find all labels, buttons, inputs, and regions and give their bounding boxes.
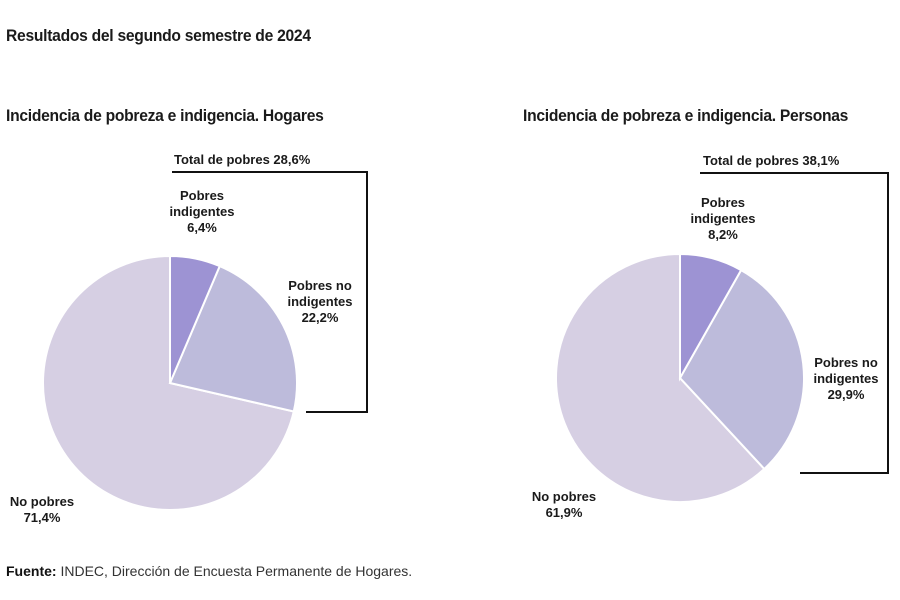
pie-hogares — [42, 254, 298, 511]
label-pobres-no-indigentes-personas: Pobres no indigentes 29,9% — [813, 355, 879, 402]
label-pobres-indigentes-hogares: Pobres indigentes 6,4% — [169, 188, 235, 235]
page-title: Resultados del segundo semestre de 2024 — [6, 26, 311, 45]
label-pobres-indigentes-personas: Pobres indigentes 8,2% — [690, 195, 756, 242]
bracket-personas — [700, 172, 889, 474]
label-pobres-no-indigentes-hogares: Pobres no indigentes 22,2% — [287, 278, 353, 325]
chart-title-personas: Incidencia de pobreza e indigencia. Pers… — [523, 106, 849, 125]
slice-no-pobres — [42, 254, 295, 511]
slice-pobres-no-indigentes — [168, 264, 298, 413]
pie-personas — [555, 252, 805, 503]
total-pobres-personas: Total de pobres 38,1% — [703, 153, 840, 168]
slice-pobres-indigentes — [679, 252, 743, 382]
source-note: Fuente: INDEC, Dirección de Encuesta Per… — [6, 563, 412, 579]
label-no-pobres-personas: No pobres 61,9% — [531, 489, 597, 520]
total-pobres-hogares: Total de pobres 28,6% — [174, 152, 311, 167]
source-label: Fuente: — [6, 563, 57, 579]
slice-pobres-no-indigentes — [678, 268, 805, 471]
label-no-pobres-hogares: No pobres 71,4% — [9, 494, 75, 525]
chart-title-hogares: Incidencia de pobreza e indigencia. Hoga… — [6, 106, 324, 125]
source-text: INDEC, Dirección de Encuesta Permanente … — [60, 563, 413, 579]
slice-no-pobres — [555, 252, 766, 503]
slice-pobres-indigentes — [169, 254, 222, 384]
bracket-hogares — [172, 171, 368, 413]
